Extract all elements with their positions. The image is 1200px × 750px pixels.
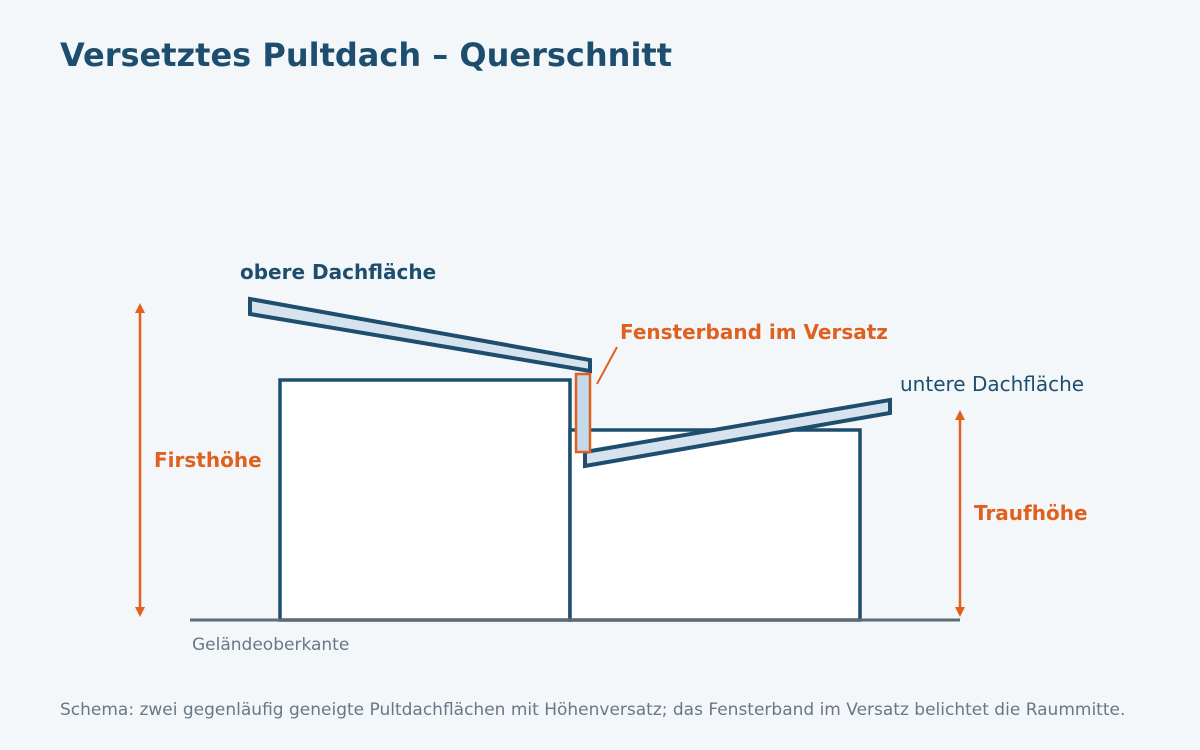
- upper-building-volume: [278, 378, 572, 622]
- lower-roof-plane: [583, 397, 892, 469]
- page-title: Versetztes Pultdach – Querschnitt: [60, 36, 672, 74]
- window-band-label: Fensterband im Versatz: [620, 320, 888, 344]
- upper-roof-plane: [248, 296, 592, 374]
- eaves-height-label: Traufhöhe: [974, 501, 1088, 525]
- ridge-height-label: Firsthöhe: [154, 448, 262, 472]
- window-band: [574, 372, 592, 454]
- diagram-caption: Schema: zwei gegenläufig geneigte Pultda…: [60, 700, 1126, 720]
- lower-roof-label: untere Dachfläche: [900, 372, 1084, 396]
- ground-label: Geländeoberkante: [192, 635, 349, 655]
- window-band-leader-line: [596, 346, 618, 385]
- upper-roof-label: obere Dachfläche: [240, 260, 436, 284]
